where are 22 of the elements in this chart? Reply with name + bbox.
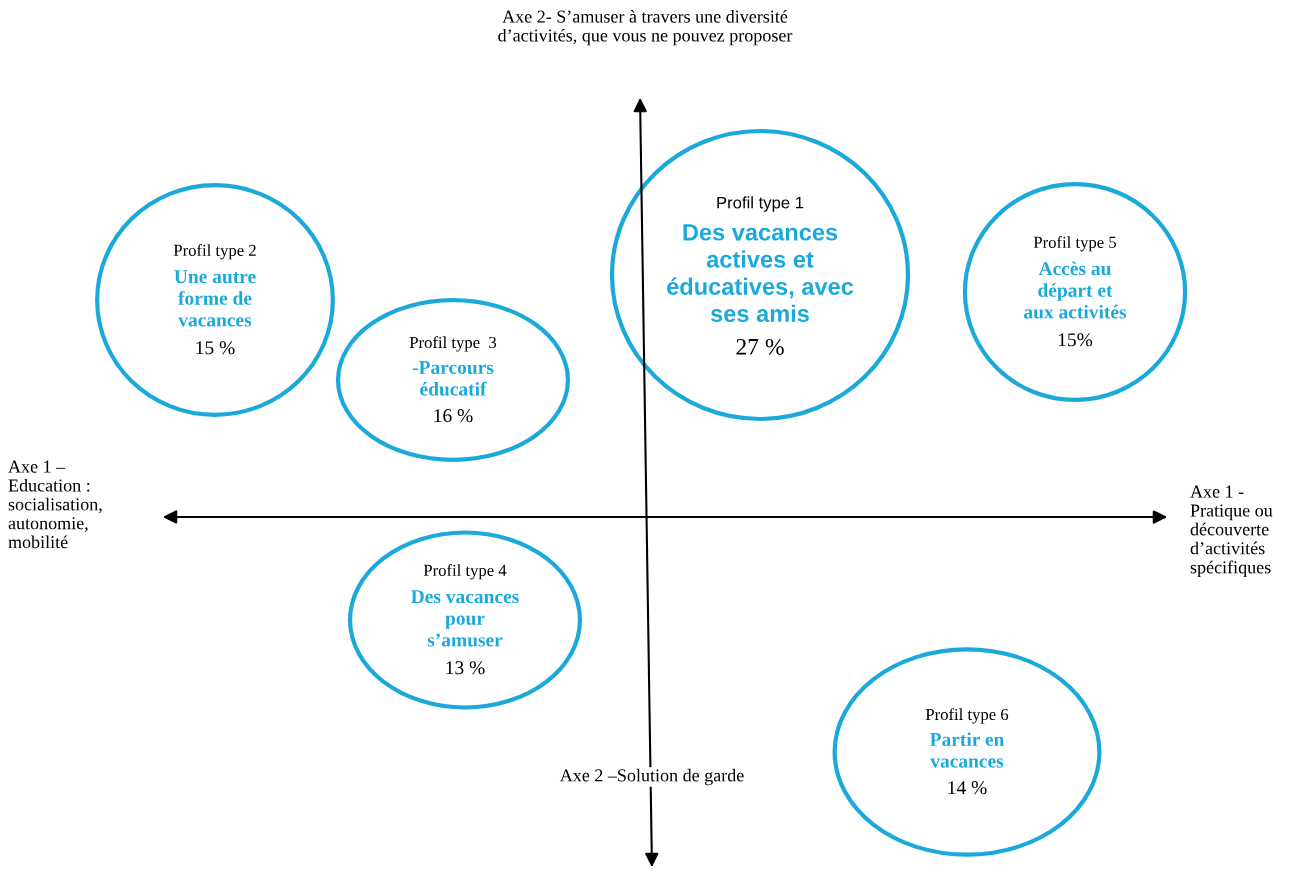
text: Profil type 6 [925, 708, 1009, 724]
data-label: 16 % [434, 409, 473, 423]
category-label: Des vacances actives et éducatives, avec ses amis [667, 224, 854, 323]
data-label: 13 % [446, 661, 485, 675]
text: Axe 1 – Education : socialisation, autonomie, mobilité [8, 460, 102, 549]
category-label: Des vacances pour s’amuser [411, 590, 519, 647]
text: Profil type 5 [1033, 236, 1117, 252]
text: Axe 2- S’amuser à travers une diversité d’activités, que vous ne pouvez proposer [498, 9, 793, 46]
text: Profil type 2 [173, 244, 256, 260]
text: Profil type 3 [409, 336, 497, 352]
data-label: 15 % [196, 341, 235, 355]
category-label: Accès au départ et aux activités [1024, 261, 1127, 319]
text: Axe 2 –Solution de garde [559, 768, 744, 786]
text: Axe 1 - Pratique ou découverte d’activités spécifiques [1190, 485, 1273, 578]
category-label: Une autre forme de vacances [174, 270, 256, 327]
text: Profil type 4 [423, 564, 507, 580]
category-label: Partir en vacances [929, 732, 1005, 768]
text: Profil type 1 [717, 196, 804, 212]
category-label: -Parcours éducatif [412, 361, 494, 396]
data-label: 15% [1058, 333, 1093, 347]
data-label: 27 % [736, 338, 784, 355]
data-label: 14 % [948, 781, 987, 795]
